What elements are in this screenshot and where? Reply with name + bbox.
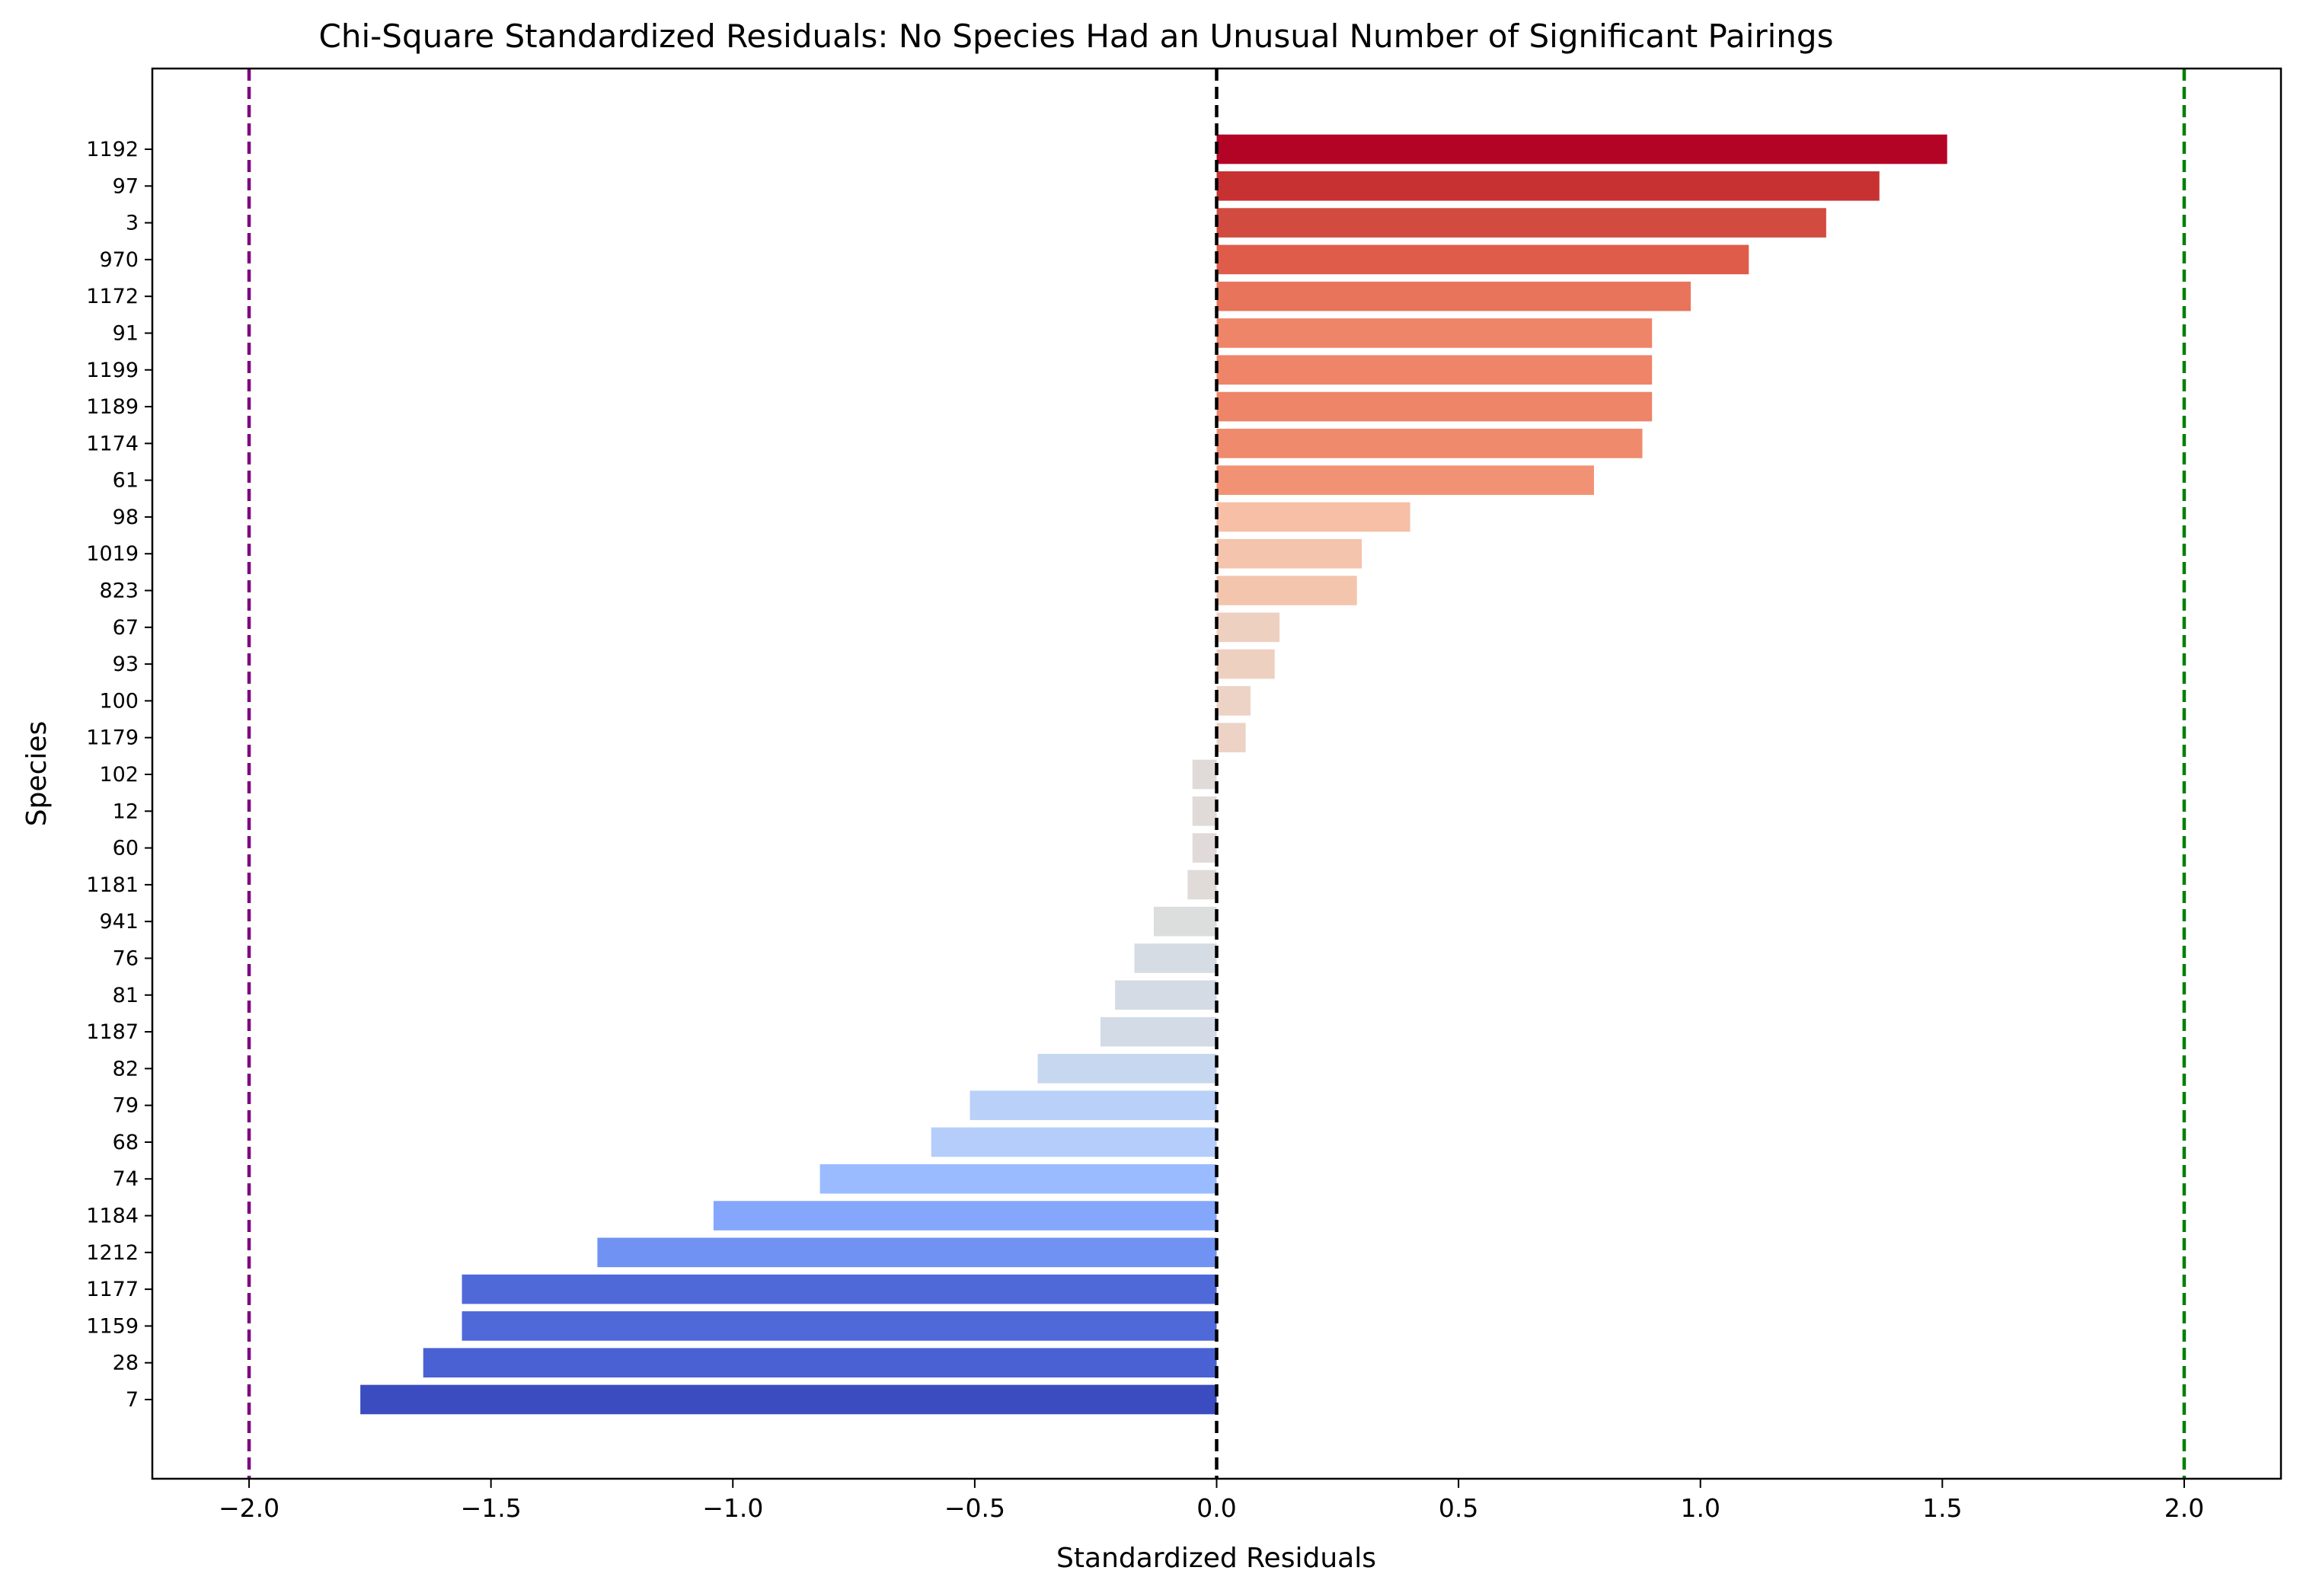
y-tick-label: 1189 <box>86 395 139 419</box>
bar-1159 <box>462 1311 1217 1341</box>
y-tick-label: 60 <box>113 837 139 860</box>
bar-1192 <box>1216 134 1947 164</box>
bar-68 <box>931 1127 1217 1157</box>
y-tick-label: 97 <box>113 174 139 198</box>
x-axis-label: Standardized Residuals <box>1056 1543 1376 1574</box>
y-tick-label: 3 <box>126 212 139 235</box>
bar-7 <box>360 1384 1217 1415</box>
bar-3 <box>1216 208 1826 238</box>
x-tick-label: −1.0 <box>702 1493 763 1523</box>
bar-93 <box>1216 649 1275 679</box>
y-tick-label: 61 <box>113 469 139 493</box>
bar-12 <box>1192 796 1217 826</box>
bar-74 <box>819 1163 1217 1194</box>
y-tick-label: 1181 <box>86 873 139 897</box>
bar-1187 <box>1100 1017 1217 1047</box>
y-tick-label: 79 <box>113 1094 139 1118</box>
bar-970 <box>1216 244 1749 275</box>
bar-823 <box>1216 576 1357 605</box>
x-tick-label: 1.5 <box>1922 1493 1962 1523</box>
y-tick-label: 1187 <box>86 1020 139 1044</box>
y-tick-label: 1177 <box>86 1278 139 1301</box>
bar-28 <box>423 1348 1217 1378</box>
y-tick-label: 12 <box>113 800 139 823</box>
bar-1019 <box>1216 538 1362 569</box>
y-tick-label: 1212 <box>86 1241 139 1265</box>
bar-1212 <box>597 1237 1217 1268</box>
y-tick-label: 74 <box>113 1167 139 1191</box>
y-tick-label: 81 <box>113 984 139 1007</box>
bar-1189 <box>1216 391 1653 422</box>
y-tick-label: 823 <box>99 579 139 603</box>
x-axis-ticks: −2.0 −1.5 −1.0 −0.5 0.0 0.5 1.0 1.5 2.0 <box>219 1479 2204 1523</box>
bar-97 <box>1216 171 1880 201</box>
y-axis-label: Species <box>21 721 53 827</box>
y-tick-label: 1159 <box>86 1314 139 1338</box>
y-tick-label: 1199 <box>86 359 139 382</box>
y-tick-label: 102 <box>99 763 139 787</box>
y-tick-label: 1019 <box>86 542 139 566</box>
y-tick-label: 67 <box>113 616 139 640</box>
y-tick-label: 1172 <box>86 285 139 308</box>
bar-91 <box>1216 318 1653 348</box>
chart-title: Chi-Square Standardized Residuals: No Sp… <box>319 18 1834 55</box>
bar-1181 <box>1187 870 1217 900</box>
y-axis-ticks: 1192 97 3 970 1172 91 1199 1189 1174 61 98 1019 823 6… <box>86 138 152 1412</box>
y-tick-label: 970 <box>99 248 139 272</box>
bar-1172 <box>1216 281 1691 311</box>
bar-1199 <box>1216 355 1653 385</box>
x-tick-label: −1.5 <box>461 1493 522 1523</box>
bar-61 <box>1216 465 1594 495</box>
x-tick-label: −2.0 <box>219 1493 280 1523</box>
bar-941 <box>1153 906 1217 937</box>
y-tick-label: 82 <box>113 1057 139 1080</box>
bar-1177 <box>462 1274 1217 1304</box>
y-tick-label: 1174 <box>86 432 139 455</box>
bar-79 <box>970 1090 1217 1120</box>
y-tick-label: 76 <box>113 946 139 970</box>
x-tick-label: −0.5 <box>944 1493 1005 1523</box>
bar-82 <box>1037 1054 1217 1084</box>
y-tick-label: 98 <box>113 506 139 529</box>
bar-102 <box>1192 759 1217 790</box>
bar-67 <box>1216 612 1280 643</box>
bar-60 <box>1192 833 1217 863</box>
y-tick-label: 1184 <box>86 1205 139 1228</box>
bar-98 <box>1216 502 1410 532</box>
reference-lines <box>247 69 2187 1479</box>
bar-100 <box>1216 686 1251 716</box>
bar-76 <box>1134 943 1217 973</box>
bar-81 <box>1115 980 1217 1010</box>
bars <box>360 134 1947 1415</box>
x-tick-label: 2.0 <box>2164 1493 2204 1523</box>
y-tick-label: 941 <box>99 910 139 934</box>
x-tick-label: 0.5 <box>1439 1493 1478 1523</box>
y-tick-label: 1192 <box>86 138 139 161</box>
y-tick-label: 68 <box>113 1131 139 1154</box>
y-tick-label: 93 <box>113 653 139 676</box>
y-tick-label: 100 <box>99 689 139 713</box>
y-tick-label: 7 <box>126 1388 139 1412</box>
bar-1184 <box>713 1201 1217 1231</box>
y-tick-label: 1179 <box>86 726 139 750</box>
y-tick-label: 28 <box>113 1352 139 1375</box>
bar-1174 <box>1216 429 1643 458</box>
y-tick-label: 91 <box>113 321 139 345</box>
bar-1179 <box>1216 723 1246 753</box>
x-tick-label: 0.0 <box>1196 1493 1236 1523</box>
x-tick-label: 1.0 <box>1680 1493 1720 1523</box>
